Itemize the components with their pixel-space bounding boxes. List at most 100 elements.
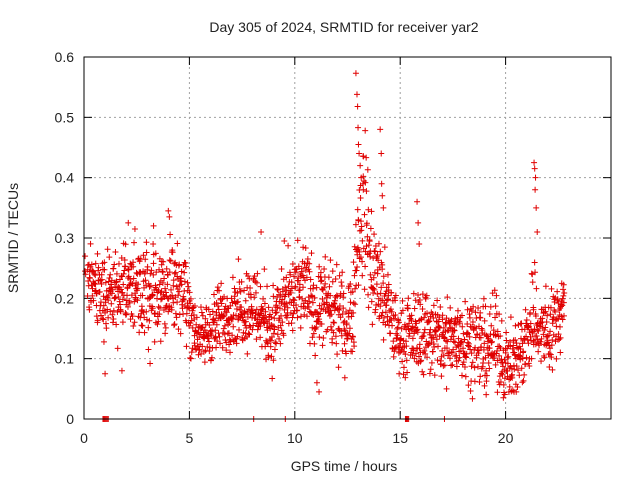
data-point: [183, 343, 190, 350]
data-point: [289, 327, 296, 334]
data-point: [440, 352, 447, 359]
data-point: [529, 279, 536, 286]
data-point: [379, 266, 386, 273]
data-point: [287, 271, 294, 278]
data-point: [115, 260, 122, 267]
data-point: [509, 374, 516, 381]
data-point: [143, 249, 150, 256]
data-point: [241, 287, 248, 294]
data-point: [102, 370, 109, 377]
data-point: [341, 340, 348, 347]
data-point: [142, 256, 149, 263]
data-point: [560, 292, 567, 299]
data-point: [557, 349, 564, 356]
data-point: [264, 283, 271, 290]
data-point: [469, 359, 476, 366]
data-point: [421, 314, 428, 321]
data-point: [276, 335, 283, 342]
data-point: [197, 304, 204, 311]
data-point: [399, 297, 406, 304]
data-point: [470, 303, 477, 310]
data-point: [420, 371, 427, 378]
data-point: [405, 333, 412, 340]
data-point: [216, 287, 223, 294]
data-point: [343, 350, 350, 357]
data-point: [174, 285, 181, 292]
data-point: [515, 367, 522, 374]
data-point: [457, 341, 464, 348]
data-point: [528, 355, 535, 362]
data-point: [212, 334, 219, 341]
data-point: [295, 277, 302, 284]
data-point: [433, 336, 440, 343]
data-point: [500, 363, 507, 370]
data-point: [521, 371, 528, 378]
data-point: [479, 327, 486, 334]
data-point: [446, 355, 453, 362]
data-point: [154, 321, 161, 328]
data-point: [532, 174, 539, 181]
data-point: [491, 287, 498, 294]
data-point: [296, 281, 303, 288]
data-point: [156, 311, 163, 318]
data-point: [252, 289, 259, 296]
data-point: [417, 301, 424, 308]
data-point: [361, 211, 368, 218]
data-point: [150, 222, 157, 229]
data-point: [217, 340, 224, 347]
data-point: [231, 285, 238, 292]
data-point: [297, 324, 304, 331]
data-point: [306, 268, 313, 275]
data-point: [383, 297, 390, 304]
data-point: [264, 340, 271, 347]
data-point: [535, 328, 542, 335]
data-point: [225, 330, 232, 337]
data-point: [151, 338, 158, 345]
data-point: [290, 296, 297, 303]
data-point: [121, 267, 128, 274]
data-point: [555, 300, 562, 307]
data-point: [408, 312, 415, 319]
data-point: [339, 310, 346, 317]
data-point: [433, 327, 440, 334]
data-point: [87, 240, 94, 247]
data-point: [211, 317, 218, 324]
data-point: [194, 330, 201, 337]
data-point: [490, 327, 497, 334]
data-point: [547, 304, 554, 311]
data-point: [321, 266, 328, 273]
data-point: [362, 179, 369, 186]
data-point: [349, 288, 356, 295]
data-point: [324, 326, 331, 333]
data-point: [468, 307, 475, 314]
data-point: [210, 291, 217, 298]
data-point: [462, 373, 469, 380]
data-point: [329, 335, 336, 342]
data-point: [221, 331, 228, 338]
data-point: [330, 329, 337, 336]
data-point: [409, 352, 416, 359]
data-point: [238, 278, 245, 285]
data-point: [134, 297, 141, 304]
data-point: [379, 192, 386, 199]
data-point: [380, 204, 387, 211]
data-point: [191, 303, 198, 310]
data-point: [195, 351, 202, 358]
data-point: [253, 279, 260, 286]
data-point: [169, 249, 176, 256]
data-point: [466, 333, 473, 340]
data-point: [402, 351, 409, 358]
data-point: [372, 306, 379, 313]
data-point: [547, 311, 554, 318]
data-point: [196, 346, 203, 353]
data-point: [371, 286, 378, 293]
data-point: [366, 238, 373, 245]
data-point: [285, 242, 292, 249]
data-point: [531, 159, 538, 166]
data-point: [100, 293, 107, 300]
data-point: [339, 269, 346, 276]
data-point: [533, 204, 540, 211]
data-point: [418, 316, 425, 323]
data-point: [480, 295, 487, 302]
